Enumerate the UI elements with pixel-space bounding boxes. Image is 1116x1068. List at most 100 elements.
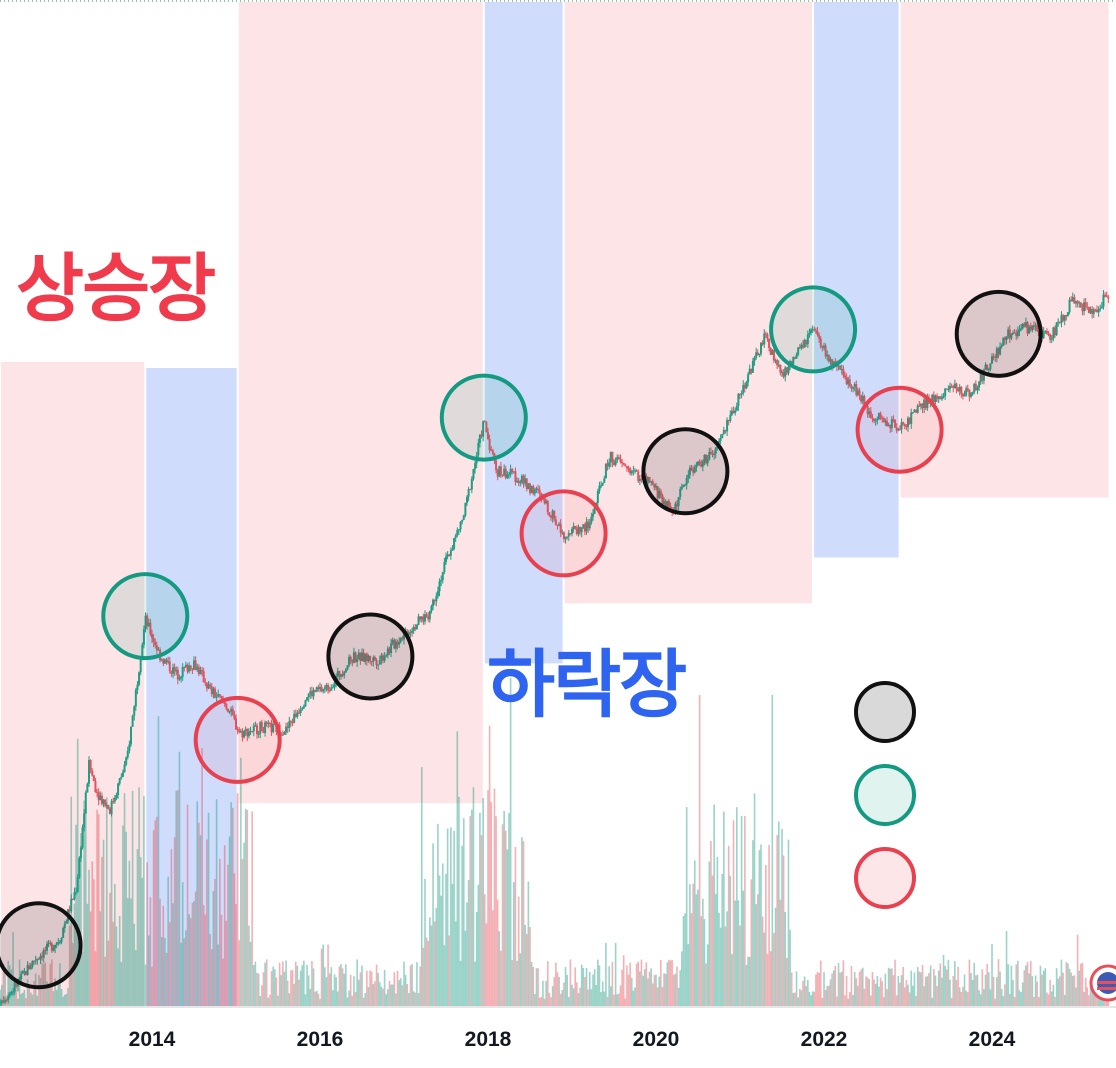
candle-body	[1023, 323, 1026, 327]
candle-body	[957, 389, 960, 392]
volume-bar	[123, 793, 126, 1007]
volume-bar	[412, 991, 415, 1007]
candle-body	[651, 481, 654, 485]
candle-body	[377, 664, 380, 666]
candle-body	[401, 637, 404, 640]
candle-body	[372, 657, 375, 662]
candle-body	[1005, 336, 1008, 340]
candle-body	[375, 660, 378, 666]
volume-bar	[382, 988, 384, 1007]
candle-body	[477, 442, 480, 456]
volume-bar	[248, 925, 250, 1007]
volume-bar	[768, 845, 770, 1007]
candle-body	[879, 413, 882, 418]
candle-body	[604, 463, 607, 479]
volume-bar	[650, 968, 652, 1007]
candle-body	[336, 671, 339, 677]
volume-bar	[417, 992, 420, 1007]
volume-bar	[863, 988, 866, 1007]
volume-bar	[989, 989, 992, 1007]
candle-body	[5, 999, 8, 1001]
volume-bar	[605, 942, 607, 1007]
candle-body	[958, 386, 961, 392]
candle-body	[742, 384, 745, 393]
candle-body	[1047, 333, 1050, 335]
volume-bar	[172, 903, 174, 1007]
candle-body	[869, 411, 872, 418]
candle-body	[808, 332, 811, 335]
volume-bar	[647, 978, 649, 1007]
candle-body	[370, 661, 373, 663]
candle-body	[1024, 322, 1027, 327]
candle-body	[448, 554, 451, 556]
volume-bar	[493, 788, 496, 1007]
candle-body	[509, 468, 512, 475]
volume-bar	[1023, 970, 1026, 1007]
candle-body	[453, 538, 456, 549]
candle-body	[553, 510, 556, 520]
flag-icon[interactable]	[1089, 964, 1116, 1002]
candle-body	[256, 725, 258, 734]
candle-body	[113, 798, 116, 802]
volume-bar	[931, 997, 934, 1007]
volume-bar	[496, 899, 499, 1007]
candle-body	[898, 429, 901, 431]
candle-body	[730, 410, 733, 415]
candle-body	[1029, 326, 1032, 330]
volume-bar	[540, 996, 543, 1007]
volume-bar	[267, 997, 270, 1007]
volume-bar	[891, 968, 893, 1007]
candle-body	[747, 374, 750, 383]
volume-bar	[414, 992, 417, 1007]
volume-bar	[143, 796, 145, 1007]
volume-bar	[840, 971, 843, 1007]
candle-body	[424, 614, 426, 622]
candle-body	[894, 420, 897, 428]
candle-body	[155, 645, 158, 651]
candle-body	[330, 687, 333, 691]
volume-bar	[1081, 962, 1084, 1007]
candle-body	[338, 671, 341, 677]
candle-body	[986, 364, 989, 371]
volume-bar	[613, 994, 615, 1007]
volume-bar	[1094, 986, 1097, 1007]
candle-body	[601, 482, 604, 486]
volume-bar	[582, 967, 585, 1007]
candle-body	[160, 659, 163, 661]
time-axis: 2201420162018202020222024	[129, 1028, 1016, 1051]
candle-body	[1084, 302, 1087, 307]
candle-body	[141, 644, 144, 660]
volume-bar	[779, 899, 782, 1007]
volume-bar	[1086, 987, 1089, 1007]
candle-body	[779, 364, 782, 373]
candle-body	[94, 781, 97, 793]
candle-body	[926, 397, 929, 409]
candle-body	[435, 596, 438, 602]
volume-bar	[420, 767, 423, 1007]
candle-body	[411, 630, 414, 633]
candle-body	[443, 562, 446, 573]
candle-body	[936, 395, 939, 399]
candle-body	[721, 434, 724, 439]
candle-body	[133, 706, 136, 716]
candle-body	[905, 426, 908, 428]
candle-body	[327, 685, 330, 691]
volume-bar	[243, 842, 245, 1007]
candle-body	[260, 722, 263, 732]
candle-body	[658, 490, 661, 499]
cycle-marker-black	[641, 427, 730, 516]
candle-body	[34, 960, 37, 962]
candle-body	[579, 526, 582, 533]
volume-bar	[419, 966, 421, 1007]
volume-bar	[894, 959, 896, 1007]
volume-bar	[10, 969, 13, 1007]
candle-body	[299, 709, 302, 713]
volume-bar	[21, 992, 24, 1007]
volume-bar	[115, 926, 118, 1007]
candle-body	[700, 463, 703, 467]
candle-body	[138, 672, 141, 685]
volume-bar	[603, 991, 606, 1007]
candle-body	[186, 664, 189, 672]
candle-body	[792, 357, 795, 364]
candle-body	[532, 486, 535, 494]
